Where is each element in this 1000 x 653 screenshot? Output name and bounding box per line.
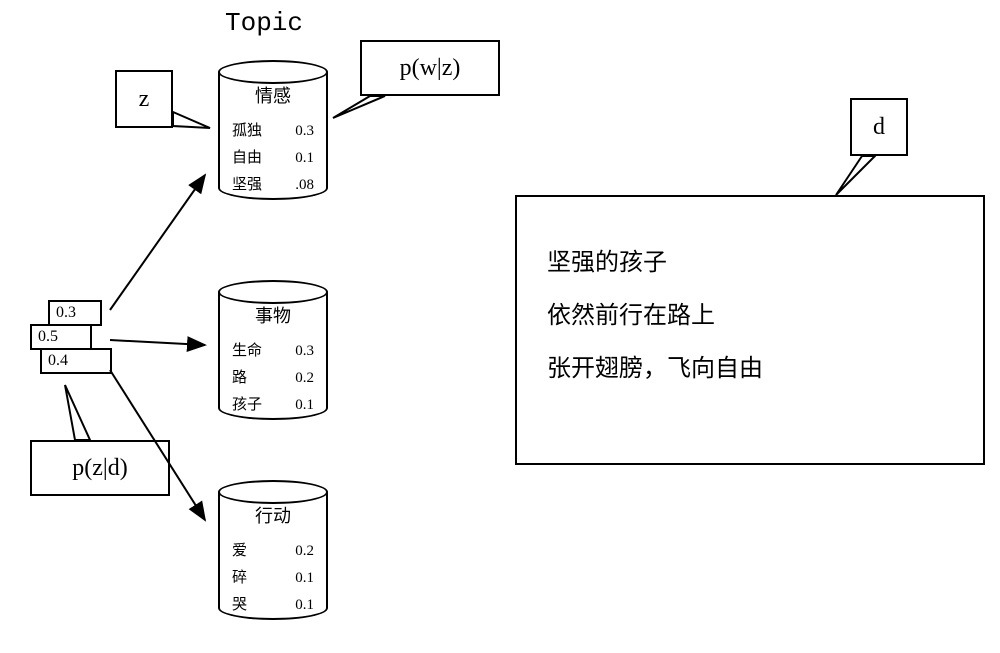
word: 生命 (232, 338, 262, 365)
doc-line-1: 依然前行在路上 (547, 290, 953, 343)
word: 碎 (232, 565, 247, 592)
arrow-2 (110, 370, 205, 520)
prob: 0.1 (295, 145, 314, 172)
cylinder-top (218, 280, 328, 304)
topic-title-1: 事物 (220, 302, 326, 328)
topic-cylinder-1: 事物 生命 0.3 路 0.2 孩子 0.1 (218, 280, 328, 420)
topic-word-row: 爱 0.2 (220, 538, 326, 565)
topic-word-row: 生命 0.3 (220, 338, 326, 365)
topic-word-row: 碎 0.1 (220, 565, 326, 592)
prob: 0.2 (295, 538, 314, 565)
word: 坚强 (232, 172, 262, 199)
topic-word-row: 哭 0.1 (220, 592, 326, 619)
cylinder-top (218, 480, 328, 504)
prob: 0.2 (295, 365, 314, 392)
word: 路 (232, 365, 247, 392)
topic-word-row: 自由 0.1 (220, 145, 326, 172)
word: 孤独 (232, 118, 262, 145)
doc-line-2: 张开翅膀，飞向自由 (547, 343, 953, 396)
prob: 0.1 (295, 592, 314, 619)
doc-line-0: 坚强的孩子 (547, 237, 953, 290)
prob: 0.1 (295, 565, 314, 592)
cylinder-body: 事物 生命 0.3 路 0.2 孩子 0.1 (218, 292, 328, 420)
word: 自由 (232, 145, 262, 172)
prob: 0.3 (295, 338, 314, 365)
topic-word-row: 路 0.2 (220, 365, 326, 392)
topic-title-0: 情感 (220, 82, 326, 108)
topic-word-row: 孩子 0.1 (220, 392, 326, 419)
prob: 0.1 (295, 392, 314, 419)
arrow-1 (110, 340, 205, 345)
cylinder-body: 情感 孤独 0.3 自由 0.1 坚强 .08 (218, 72, 328, 200)
cylinder-body: 行动 爱 0.2 碎 0.1 哭 0.1 (218, 492, 328, 620)
topic-word-row: 坚强 .08 (220, 172, 326, 199)
word: 爱 (232, 538, 247, 565)
prob: .08 (295, 172, 314, 199)
arrow-0 (110, 175, 205, 310)
document-box: 坚强的孩子 依然前行在路上 张开翅膀，飞向自由 (515, 195, 985, 465)
topic-cylinder-2: 行动 爱 0.2 碎 0.1 哭 0.1 (218, 480, 328, 620)
prob: 0.3 (295, 118, 314, 145)
cylinder-top (218, 60, 328, 84)
topic-word-row: 孤独 0.3 (220, 118, 326, 145)
topic-title-2: 行动 (220, 502, 326, 528)
word: 孩子 (232, 392, 262, 419)
topic-cylinder-0: 情感 孤独 0.3 自由 0.1 坚强 .08 (218, 60, 328, 200)
word: 哭 (232, 592, 247, 619)
